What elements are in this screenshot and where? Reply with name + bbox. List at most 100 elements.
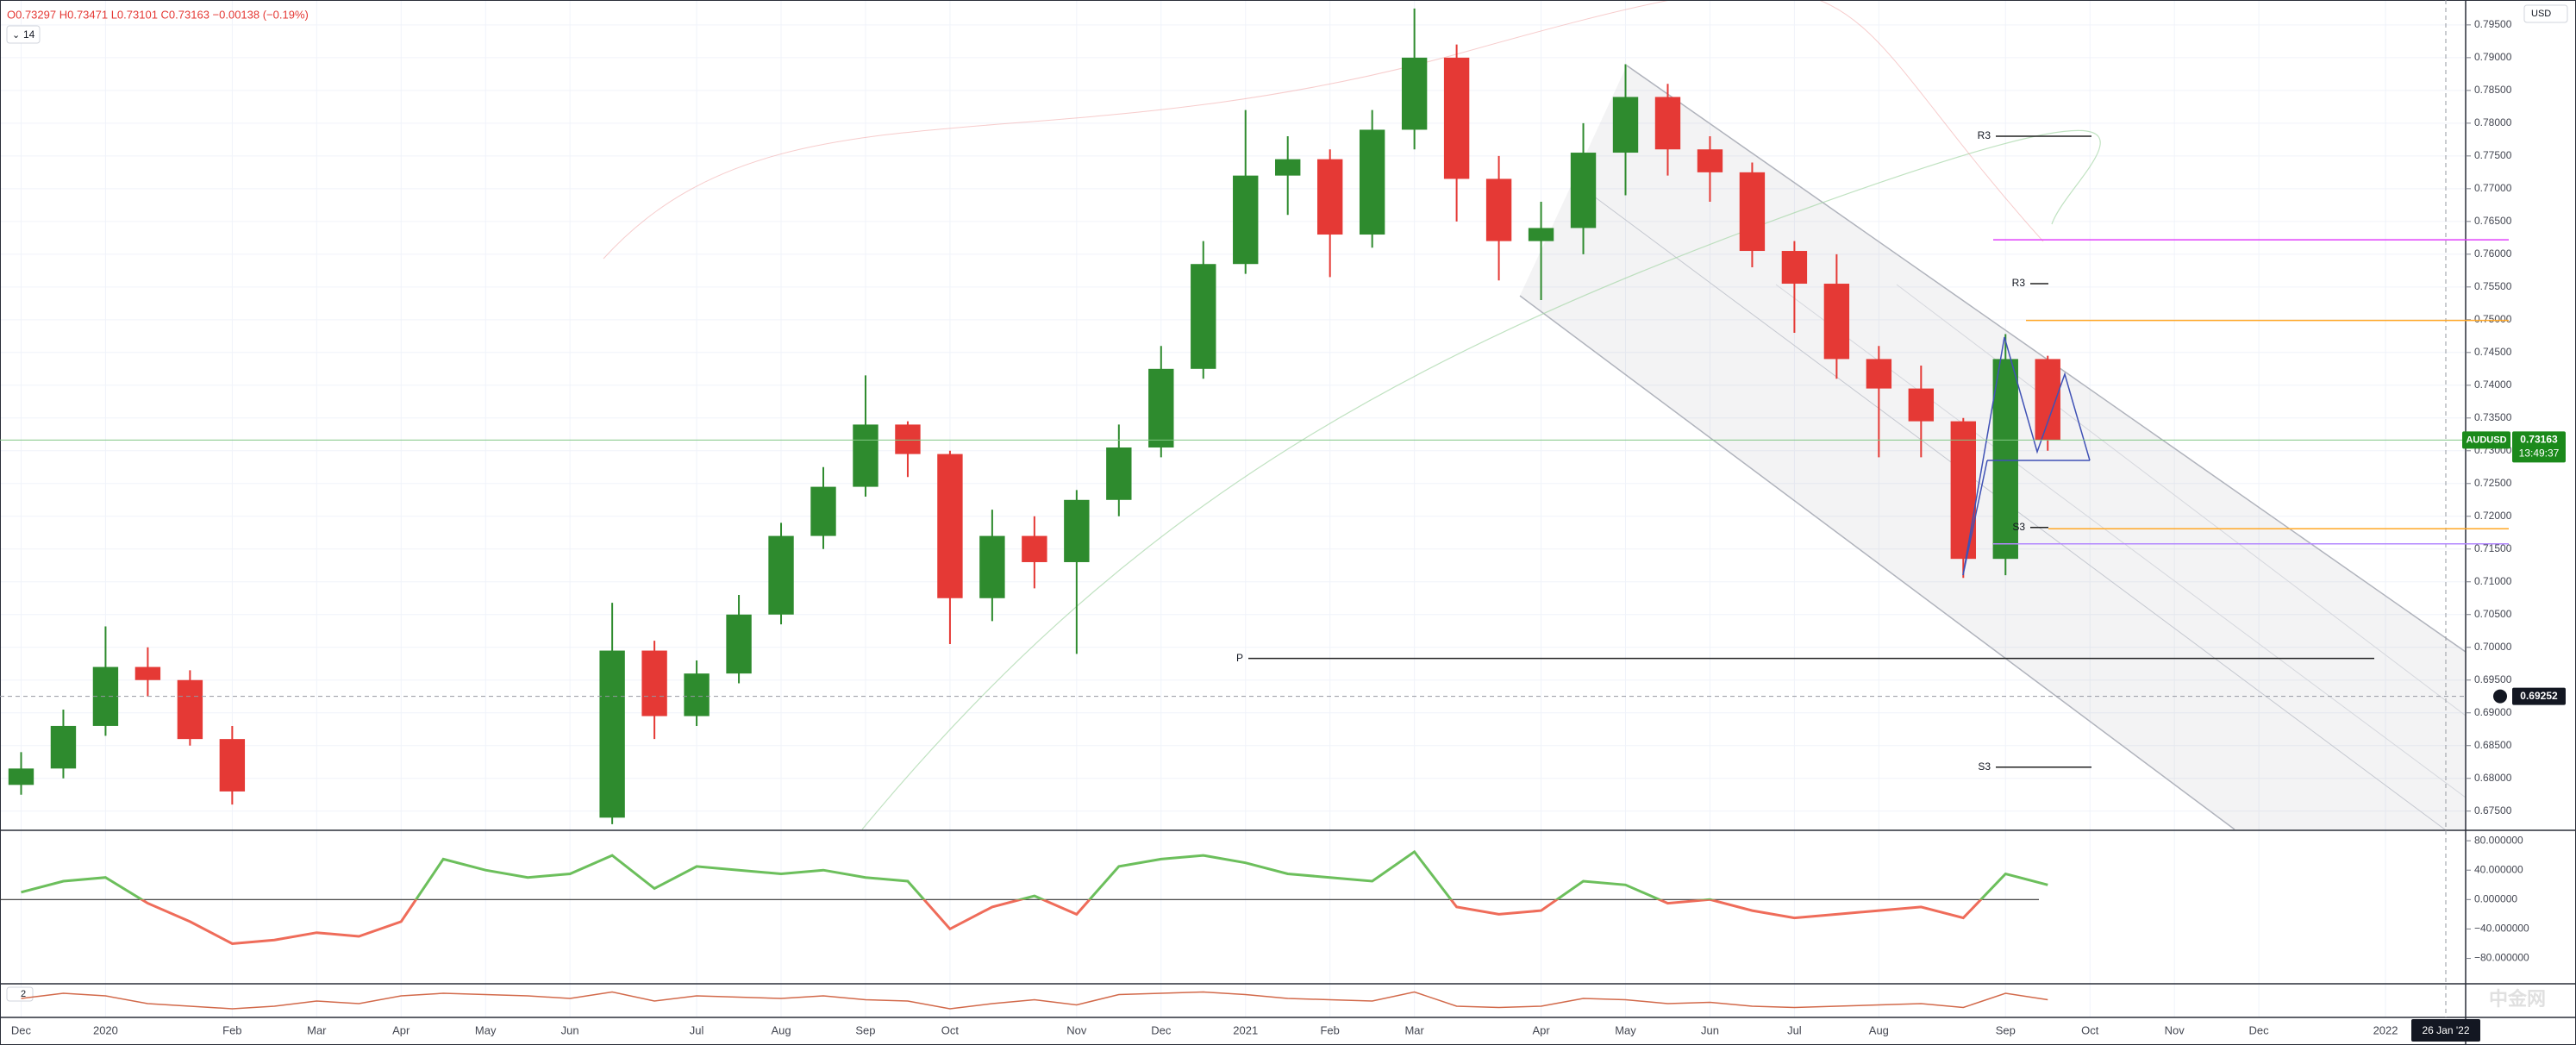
candle-body	[768, 535, 794, 615]
candle-body	[1443, 57, 1470, 179]
candle-body	[1528, 228, 1554, 241]
candle-body	[134, 666, 161, 680]
interval-box[interactable]	[6, 25, 41, 44]
crosshair-price-box	[2512, 687, 2566, 705]
x-tick-label: Feb	[222, 1023, 241, 1036]
osc-tick-label: 40.000000	[2474, 863, 2523, 875]
grid	[0, 0, 2466, 1017]
x-tick-label: Dec	[1151, 1023, 1172, 1036]
price-label: 0.73163	[2520, 434, 2558, 446]
candle-body	[1485, 178, 1512, 241]
channel-fill	[1520, 66, 2466, 829]
crosshair-date: 26 Jan '22	[2422, 1024, 2469, 1036]
candle-body	[1359, 129, 1385, 235]
x-tick-label: Nov	[1066, 1023, 1087, 1036]
level-label: S3	[2012, 521, 2025, 533]
crosshair-price: 0.69252	[2520, 690, 2558, 702]
interval-button[interactable]: ⌄ 14	[6, 25, 41, 44]
level-label: R3	[1978, 129, 1991, 141]
y-tick-label: 0.68000	[2474, 772, 2512, 784]
channel-upper	[1626, 65, 2466, 653]
x-tick-label: Jul	[690, 1023, 704, 1036]
level-label: R3	[2012, 277, 2026, 289]
candle-body	[219, 739, 246, 792]
band-upper	[603, 0, 2044, 260]
osc-tick-label: −80.000000	[2474, 952, 2529, 964]
pattern-line	[1962, 336, 2091, 576]
level-label: P	[1236, 652, 1243, 664]
y-tick-label: 0.70500	[2474, 608, 2512, 620]
x-tick-label: Sep	[855, 1023, 875, 1036]
channel-line	[1896, 284, 2466, 716]
y-tick-label: 0.71500	[2474, 542, 2512, 554]
stoch-box[interactable]	[6, 986, 34, 1002]
pattern-leg	[1962, 460, 1988, 576]
y-tick-label: 0.77500	[2474, 149, 2512, 161]
candle-body	[1654, 97, 1681, 150]
price-box	[2512, 431, 2566, 463]
channel	[603, 0, 2466, 829]
candle-body	[1106, 447, 1132, 500]
x-tick-label: Oct	[941, 1023, 960, 1036]
currency-button[interactable]: USD	[2523, 4, 2568, 23]
candle-body	[2035, 359, 2060, 441]
stochastic-line	[21, 991, 2048, 1010]
y-tick-label: 0.68500	[2474, 739, 2512, 751]
moving-average	[861, 129, 2101, 829]
x-tick-label: Feb	[1320, 1023, 1339, 1036]
candle-body	[1992, 359, 2018, 560]
currency-label[interactable]: USD	[2531, 9, 2551, 19]
candle-body	[726, 614, 752, 674]
y-tick-label: 0.74000	[2474, 379, 2512, 391]
y-tick-label: 0.78500	[2474, 84, 2512, 96]
candle-body	[1401, 57, 1428, 130]
stoch-button[interactable]: 2	[6, 986, 34, 1002]
x-tick-label: 2022	[2373, 1023, 2398, 1036]
osc-tick-label: −40.000000	[2474, 923, 2529, 935]
x-tick-label: 2020	[93, 1023, 118, 1036]
x-tick-label: Sep	[1996, 1023, 2016, 1036]
candle-body	[50, 725, 77, 769]
candle-body	[853, 424, 878, 487]
candle-body	[1191, 264, 1216, 369]
x-tick-label: Dec	[11, 1023, 32, 1036]
y-tick-label: 0.75500	[2474, 280, 2512, 292]
y-tick-label: 0.74500	[2474, 346, 2512, 358]
osc-tick-label: 0.000000	[2474, 892, 2517, 904]
x-tick-label: Apr	[1532, 1023, 1550, 1036]
y-tick-label: 0.75000	[2474, 313, 2512, 325]
y-tick-label: 0.76500	[2474, 215, 2512, 227]
candle-body	[1233, 175, 1259, 265]
x-tick-label: Jun	[561, 1023, 579, 1036]
currency-box[interactable]	[2523, 4, 2568, 23]
osc-tick-label: 80.000000	[2474, 834, 2523, 846]
symbol-box	[2462, 431, 2510, 449]
oscillator-line-below	[139, 899, 1983, 946]
candle-body	[1570, 153, 1597, 228]
y-tick-label: 0.70000	[2474, 641, 2512, 653]
x-tick-label: Nov	[2165, 1023, 2185, 1036]
candle-body	[684, 673, 710, 716]
candle-body	[1148, 368, 1174, 447]
candle-body	[1823, 284, 1850, 360]
ohlc-header: O0.73297 H0.73471 L0.73101 C0.73163 −0.0…	[7, 8, 309, 21]
candle-body	[979, 535, 1005, 598]
y-tick-label: 0.72500	[2474, 477, 2512, 489]
candle-body	[1697, 149, 1723, 172]
y-tick-label: 0.73500	[2474, 411, 2512, 423]
candle-body	[599, 650, 625, 818]
crosshair-icon	[2493, 689, 2507, 704]
candle-body	[1022, 535, 1047, 562]
candle-body	[1612, 97, 1639, 153]
channel-mid	[1572, 180, 2446, 829]
y-tick-label: 0.79500	[2474, 18, 2512, 30]
price-pane	[8, 8, 2060, 824]
y-tick-label: 0.76000	[2474, 247, 2512, 260]
candle-body	[1781, 251, 1808, 285]
x-tick-label: 2021	[1233, 1023, 1258, 1036]
candle-body	[1064, 499, 1090, 562]
stoch-label[interactable]: 2	[21, 989, 26, 999]
y-tick-label: 0.69500	[2474, 673, 2512, 685]
x-tick-label: Oct	[2081, 1023, 2099, 1036]
interval-label[interactable]: 14	[23, 28, 35, 41]
